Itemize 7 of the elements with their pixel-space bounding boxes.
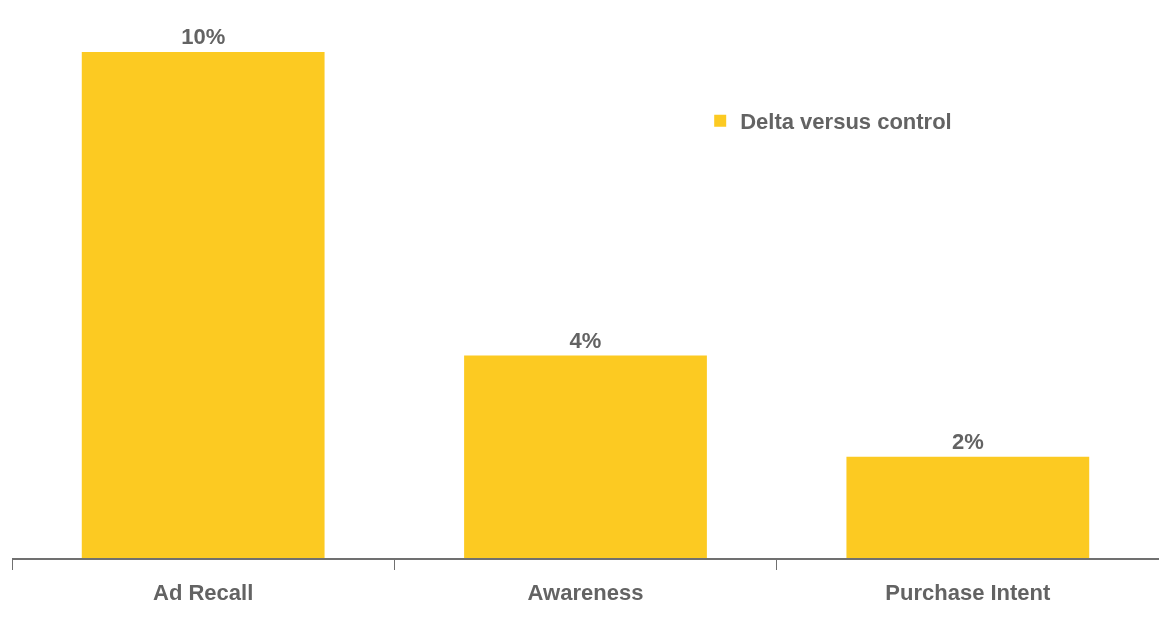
x-tick-label: Ad Recall xyxy=(153,580,254,606)
x-tick-label: Purchase Intent xyxy=(885,580,1052,606)
data-label: 2% xyxy=(951,428,984,454)
data-label: 4% xyxy=(569,327,602,353)
x-tick-label: Awareness xyxy=(527,580,644,606)
legend-label: Delta versus control xyxy=(740,109,952,135)
data-label: 10% xyxy=(181,24,226,49)
